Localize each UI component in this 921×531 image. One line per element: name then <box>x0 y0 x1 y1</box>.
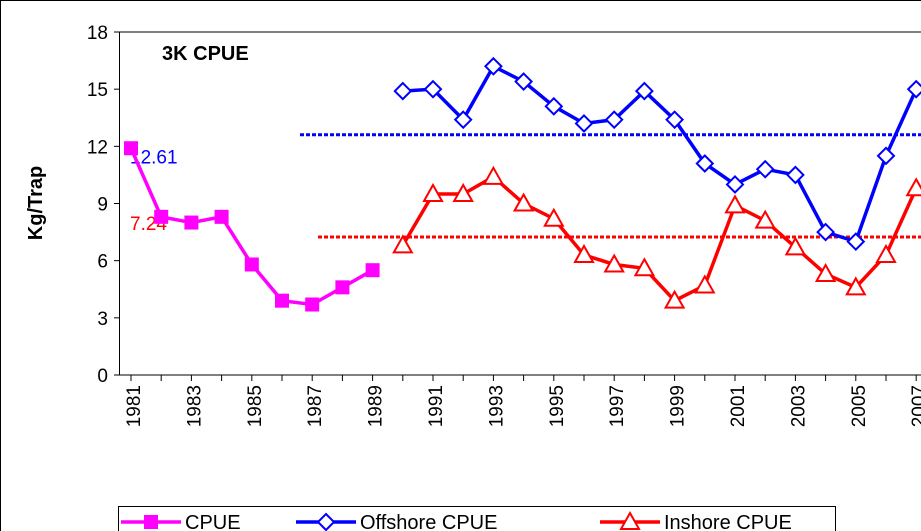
chart-title: 3K CPUE <box>162 43 249 65</box>
marker <box>663 289 686 309</box>
y-tick-label: 18 <box>87 23 108 44</box>
marker <box>876 146 896 166</box>
marker <box>335 280 350 295</box>
x-tick-label: 1999 <box>668 385 689 427</box>
marker <box>875 243 897 263</box>
x-tick-label: 1985 <box>245 385 266 427</box>
legend-label: Inshore CPUE <box>664 512 792 531</box>
x-tick-label: 1997 <box>607 385 628 427</box>
marker <box>514 72 534 91</box>
marker <box>543 207 565 227</box>
marker <box>452 182 474 202</box>
legend-marker <box>144 515 158 529</box>
marker <box>845 276 867 296</box>
marker <box>724 194 746 214</box>
marker <box>634 81 654 101</box>
x-tick-label: 2007 <box>909 385 921 427</box>
legend-label: CPUE <box>185 512 241 531</box>
legend-marker <box>619 510 641 530</box>
marker <box>814 262 837 283</box>
y-tick-label: 9 <box>97 195 108 216</box>
marker <box>214 209 229 224</box>
x-tick-label: 2005 <box>849 385 870 427</box>
marker <box>694 274 716 294</box>
legend-marker <box>316 512 336 531</box>
marker <box>816 222 836 242</box>
x-tick-label: 1989 <box>366 385 387 427</box>
x-tick-label: 1993 <box>486 385 507 427</box>
marker <box>184 215 199 230</box>
y-tick-label: 12 <box>87 137 108 158</box>
x-tick-label: 2001 <box>728 385 749 427</box>
marker <box>483 56 503 76</box>
marker <box>755 159 775 179</box>
marker <box>695 154 715 173</box>
marker <box>725 175 745 194</box>
y-tick-label: 6 <box>97 252 108 273</box>
x-tick-label: 1987 <box>305 385 326 427</box>
marker <box>124 141 138 156</box>
legend <box>118 506 836 531</box>
legend-label: Offshore CPUE <box>360 512 497 531</box>
marker <box>604 110 624 130</box>
marker <box>573 243 595 263</box>
marker <box>305 297 320 312</box>
x-tick-label: 2003 <box>788 385 809 427</box>
marker <box>154 209 169 224</box>
marker <box>423 79 443 99</box>
marker <box>784 236 807 256</box>
marker <box>785 165 805 185</box>
marker <box>512 192 535 212</box>
marker <box>574 114 594 133</box>
marker <box>392 234 414 254</box>
marker <box>544 96 564 116</box>
marker <box>603 253 625 273</box>
marker <box>633 257 656 277</box>
marker <box>453 110 473 130</box>
x-tick-label: 1991 <box>426 385 447 427</box>
marker <box>754 209 776 229</box>
marker <box>244 257 259 272</box>
y-tick-label: 15 <box>87 80 108 101</box>
marker <box>422 182 444 202</box>
y-tick-label: 3 <box>97 309 108 330</box>
marker <box>393 81 413 101</box>
x-tick-label: 1995 <box>547 385 568 427</box>
marker <box>482 165 505 185</box>
marker <box>665 110 685 130</box>
reference-label: 12.61 <box>130 148 178 169</box>
marker <box>906 79 921 99</box>
marker <box>846 232 866 252</box>
marker <box>365 263 380 278</box>
y-tick-label: 0 <box>97 366 108 387</box>
y-axis-label: Kg/Trap <box>25 166 47 240</box>
x-tick-label: 1983 <box>184 385 205 427</box>
marker <box>275 293 289 308</box>
x-tick-label: 1981 <box>124 385 145 427</box>
